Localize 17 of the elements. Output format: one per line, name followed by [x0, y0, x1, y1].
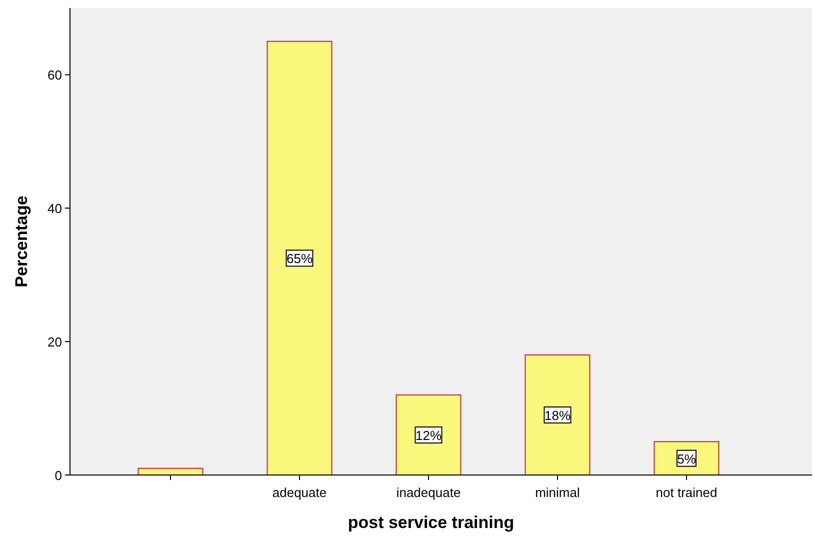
x-tick-label: minimal: [535, 485, 580, 500]
y-tick-label: 40: [48, 201, 62, 216]
y-tick-label: 60: [48, 68, 62, 83]
data-label: 5%: [677, 451, 696, 466]
data-label: 65%: [286, 251, 313, 266]
x-axis-title: post service training: [348, 513, 514, 532]
bar: [396, 394, 462, 476]
y-axis-title: Percentage: [12, 196, 31, 288]
data-label: 12%: [415, 428, 442, 443]
bar: [524, 354, 590, 476]
y-tick-label: 20: [48, 334, 62, 350]
x-tick-label: not trained: [656, 485, 718, 500]
bar: [266, 40, 332, 476]
x-tick-label: adequate: [272, 485, 327, 500]
data-label: 18%: [544, 408, 571, 423]
x-tick-label: inadequate: [396, 485, 461, 500]
y-tick-label: 0: [54, 468, 62, 483]
